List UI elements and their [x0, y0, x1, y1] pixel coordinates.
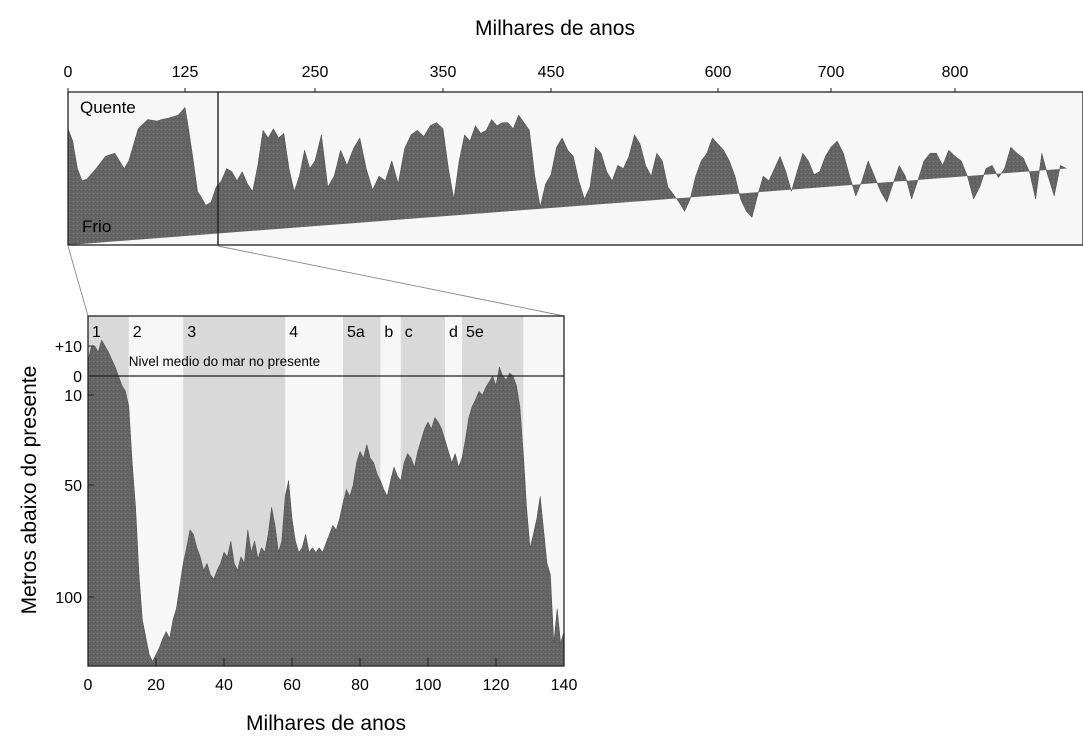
bottom-y-tick-label: 100: [55, 590, 82, 607]
bottom-chart-series-area: [87, 339, 565, 667]
stage-label: 5e: [466, 324, 484, 341]
bottom-x-tick-label: 80: [351, 677, 369, 694]
bottom-chart-band-labels: 1 2 3 4 5a b c d 5e: [92, 324, 484, 341]
bottom-x-tick-label: 120: [483, 677, 510, 694]
top-x-tick-label: 125: [172, 64, 199, 81]
stage-label: d: [449, 324, 458, 341]
bottom-chart-x-ticks: 0 20 40 60 80 100 120 140: [84, 658, 578, 694]
zoom-connector-left: [67, 245, 89, 317]
bottom-x-tick-label: 100: [415, 677, 442, 694]
top-chart: Milhares de anos 0 125 250 350 450 600 700 800 …: [64, 17, 1083, 246]
top-x-tick-label: 450: [538, 64, 565, 81]
bottom-y-tick-label: 0: [73, 369, 82, 386]
sea-level-reference-label: Nivel medio do mar no presente: [129, 354, 320, 369]
bottom-chart-y-ticks: +10 0 10 50 100: [55, 339, 94, 607]
bottom-x-tick-label: 60: [283, 677, 301, 694]
bottom-chart-xlabel: Milhares de anos: [246, 712, 406, 735]
top-chart-frame: [67, 91, 1083, 246]
stage-label: 5a: [347, 324, 365, 341]
stage-label: 2: [133, 324, 142, 341]
top-x-tick-label: 250: [302, 64, 329, 81]
zoom-connector-right: [217, 245, 565, 317]
bottom-x-tick-label: 20: [147, 677, 165, 694]
top-chart-x-ticks: 0 125 250 350 450 600 700 800: [64, 64, 969, 96]
top-x-tick-label: 700: [818, 64, 845, 81]
top-x-tick-label: 350: [430, 64, 457, 81]
bottom-x-tick-label: 140: [551, 677, 578, 694]
top-x-tick-label: 800: [942, 64, 969, 81]
top-x-tick-label: 600: [705, 64, 732, 81]
top-chart-cold-label: Frio: [82, 217, 111, 236]
stage-label: 3: [187, 324, 196, 341]
bottom-x-tick-label: 0: [84, 677, 93, 694]
bottom-chart: Nivel medio do mar no presente 1 2 3 4 5a b c d…: [18, 315, 578, 735]
top-chart-series-area: [67, 106, 1067, 245]
top-x-tick-label: 0: [64, 64, 73, 81]
stage-label: b: [384, 324, 393, 341]
bottom-y-tick-label: 10: [64, 388, 82, 405]
stage-label: 1: [92, 324, 101, 341]
bottom-chart-ylabel: Metros abaixo do presente: [18, 366, 41, 615]
bottom-y-tick-label: 50: [64, 478, 82, 495]
stage-label: c: [405, 324, 413, 341]
bottom-y-tick-label: +10: [55, 339, 82, 356]
bottom-x-tick-label: 40: [215, 677, 233, 694]
top-chart-xlabel: Milhares de anos: [475, 17, 635, 40]
stage-label: 4: [289, 324, 298, 341]
bottom-chart-frame: [87, 315, 565, 667]
top-chart-warm-label: Quente: [80, 98, 136, 117]
